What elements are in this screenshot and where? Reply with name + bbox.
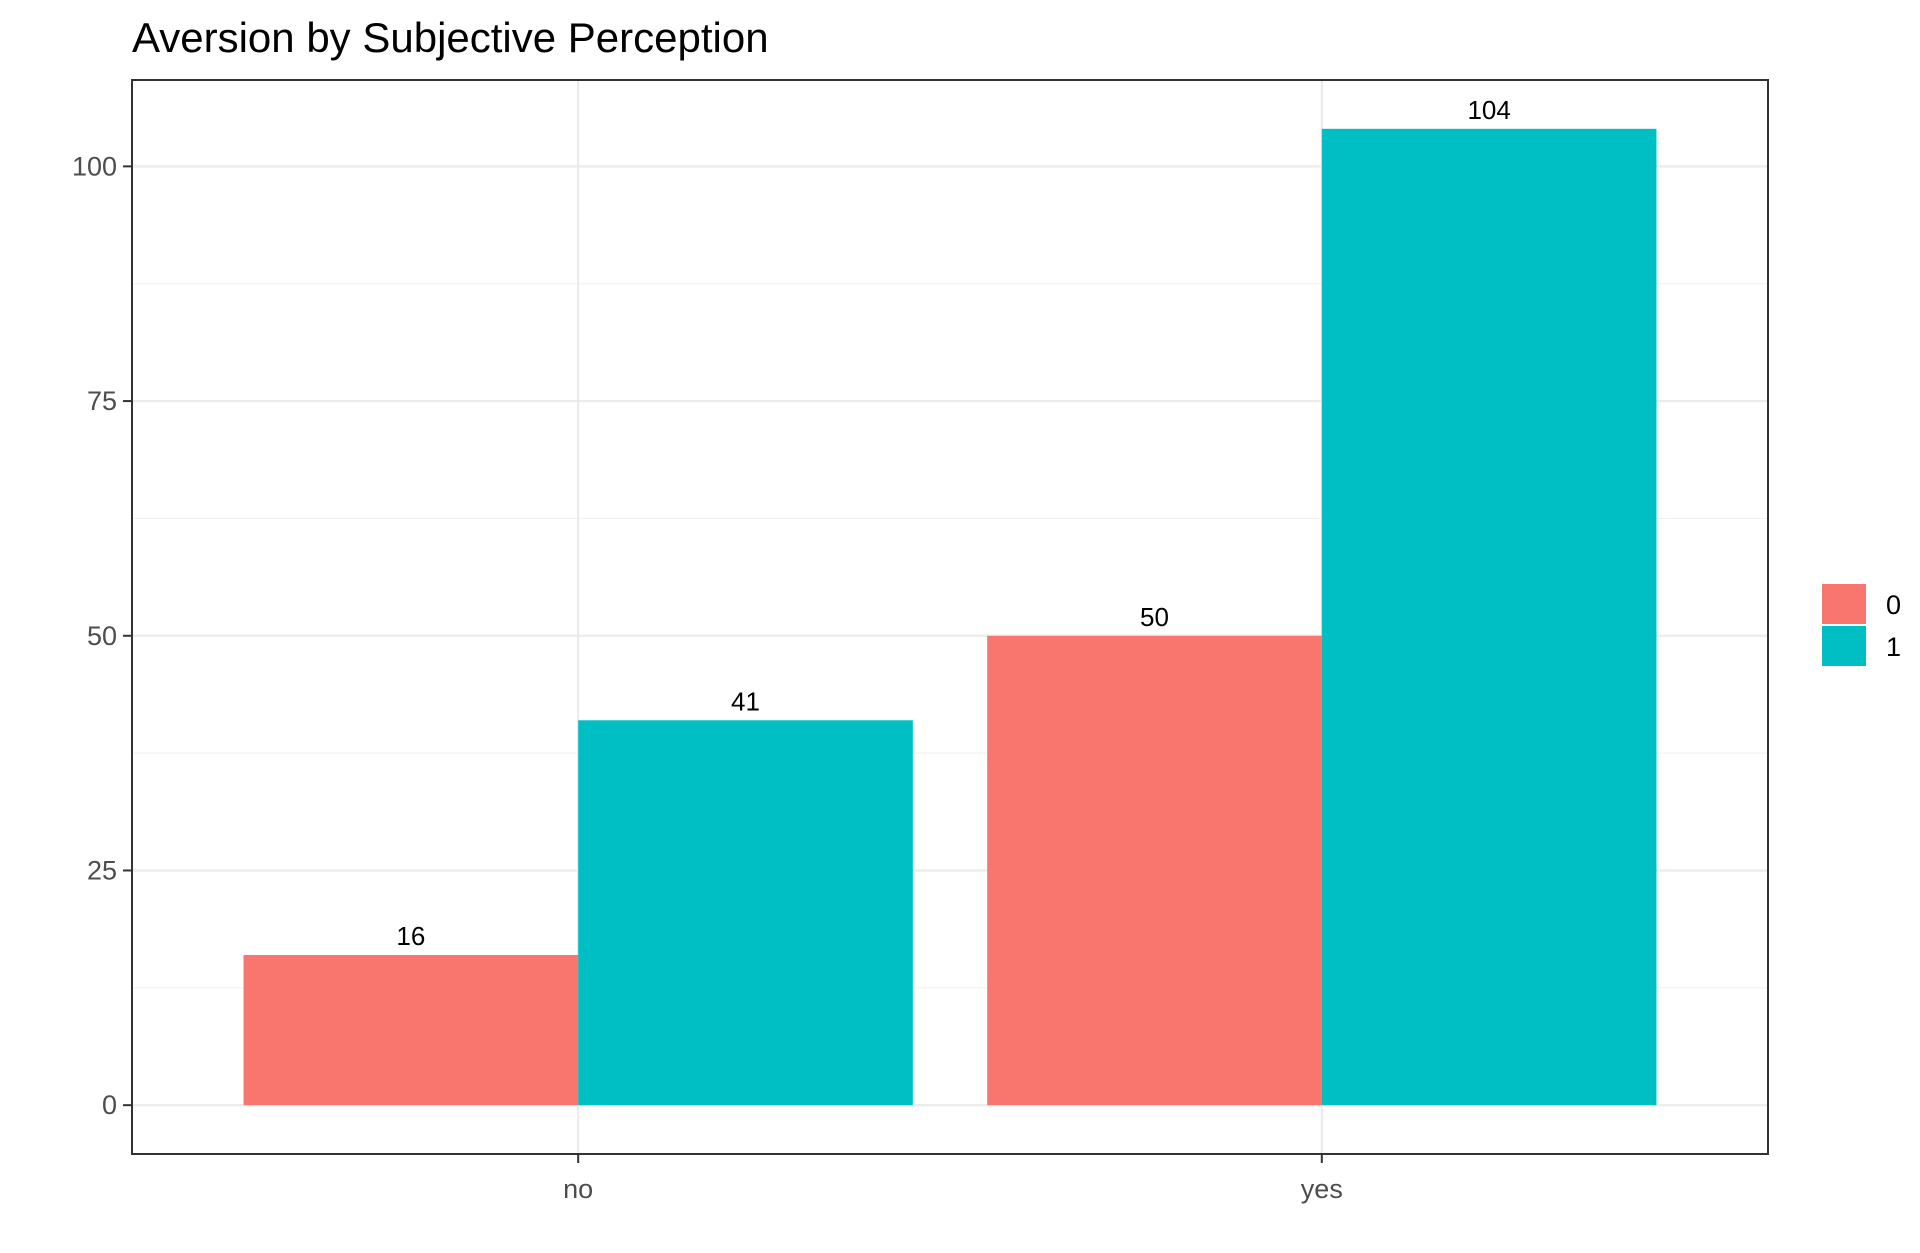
legend-label: 1 [1886, 632, 1901, 662]
legend-key [1822, 584, 1866, 624]
bar [1321, 128, 1657, 1106]
x-tick-label: yes [1301, 1174, 1343, 1204]
y-axis: 0 25 50 75 100 [72, 151, 132, 1120]
legend-label: 0 [1886, 590, 1901, 620]
x-tick-label: no [563, 1174, 593, 1204]
y-tick-label: 50 [87, 621, 117, 651]
data-label: 41 [731, 686, 760, 716]
bar [243, 954, 579, 1106]
x-axis: no yes [563, 1154, 1343, 1204]
y-tick-label: 75 [87, 386, 117, 416]
legend: 01 [1822, 584, 1901, 666]
data-label: 104 [1467, 95, 1510, 125]
y-tick-label: 25 [87, 855, 117, 885]
y-tick-label: 0 [102, 1090, 117, 1120]
y-tick-label: 100 [72, 151, 117, 181]
legend-key [1822, 626, 1866, 666]
data-label: 16 [396, 921, 425, 951]
data-label: 50 [1140, 602, 1169, 632]
plot-bars [243, 128, 1657, 1106]
chart-title: Aversion by Subjective Perception [132, 14, 769, 61]
plot-panel-border [131, 79, 1769, 1155]
bar [578, 720, 913, 1106]
data-labels: 16 50 41 104 [396, 95, 1510, 951]
bar [987, 635, 1322, 1106]
